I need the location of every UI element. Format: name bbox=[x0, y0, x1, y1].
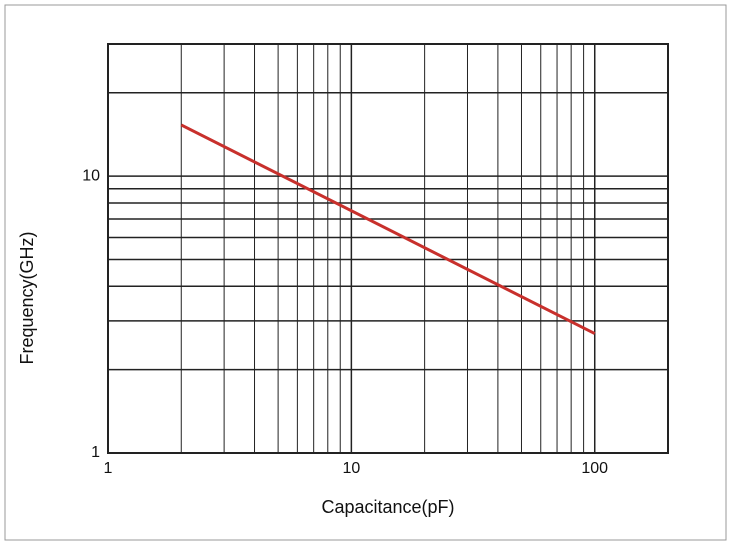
x-tick-label: 1 bbox=[104, 460, 113, 477]
plot-border bbox=[107, 43, 669, 454]
y-tick-label: 1 bbox=[91, 444, 100, 461]
y-tick-label: 10 bbox=[82, 167, 100, 184]
x-axis-label: Capacitance(pF) bbox=[321, 497, 454, 517]
x-tick-label: 100 bbox=[581, 460, 608, 477]
frame bbox=[4, 4, 727, 541]
x-tick-label: 10 bbox=[342, 460, 360, 477]
data-line bbox=[180, 123, 596, 335]
y-axis-label: Frequency(GHz) bbox=[17, 231, 37, 364]
